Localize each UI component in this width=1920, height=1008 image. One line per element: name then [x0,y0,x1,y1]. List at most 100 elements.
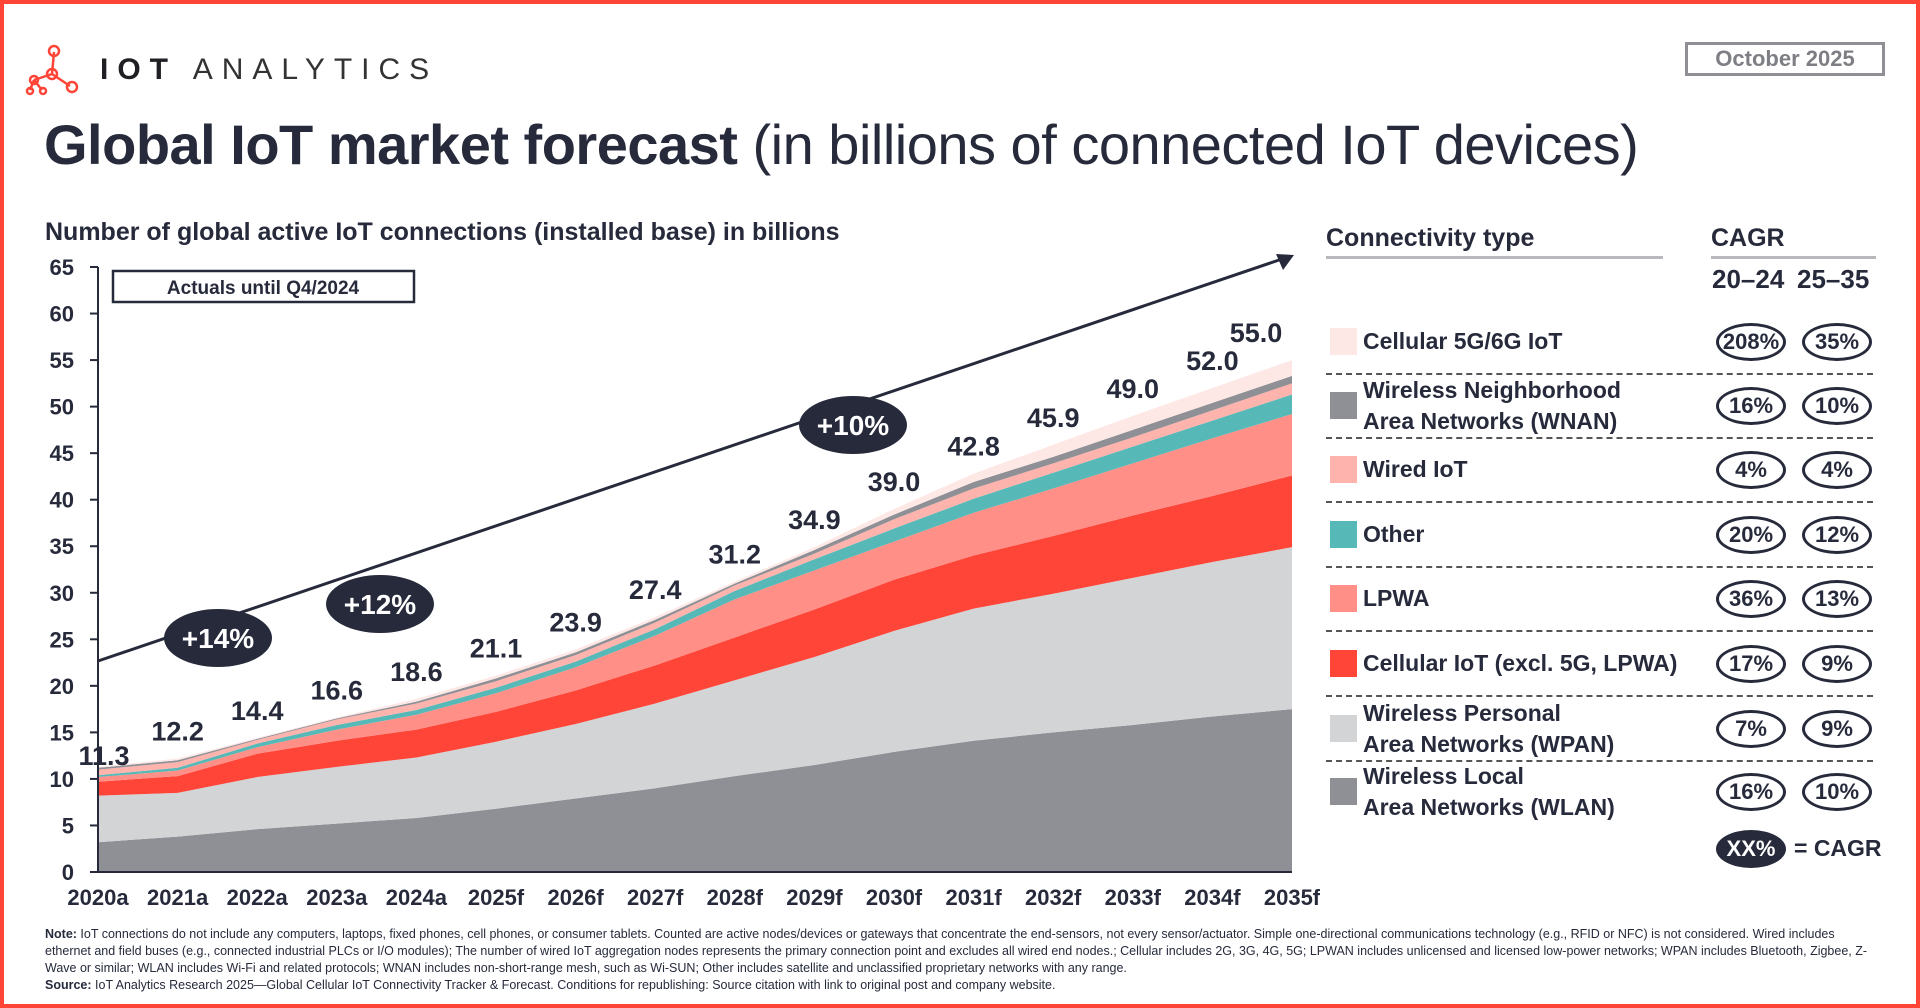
total-value-label: 31.2 [709,540,762,570]
actuals-box [111,269,416,304]
legend-divider [1326,373,1873,375]
cagr-2025-2035-pill: 13% [1802,580,1872,618]
trend-arrowhead-icon [1276,254,1294,270]
cagr-2020-2024-pill: 7% [1716,710,1786,748]
y-tick-label: 50 [50,395,74,420]
legend-divider [1326,695,1873,697]
total-value-label: 55.0 [1230,318,1283,348]
x-tick-label: 2029f [786,885,843,910]
legend-divider [1326,501,1873,503]
logo-wordmark: IOT ANALYTICS [100,53,438,87]
legend-label: LPWA [1363,585,1430,611]
total-value-label: 11.3 [78,741,129,771]
cagr-2025-2035-pill: 9% [1802,710,1872,748]
logo-light: ANALYTICS [192,53,439,86]
cagr-2025-2035-pill: 10% [1802,387,1872,425]
cagr-period-2025-2035: 25–35 [1797,264,1870,294]
growth-bubble-label: +12% [344,589,416,620]
title-bold: Global IoT market forecast [44,113,738,176]
legend-swatch [1330,392,1357,419]
cagr-2020-2024-pill: 16% [1716,387,1786,425]
legend-heading: Connectivity type [1326,224,1535,252]
cagr-2025-2035-pill: 10% [1802,773,1872,811]
legend-swatch [1330,521,1357,548]
x-tick-label: 2028f [707,885,764,910]
x-tick-label: 2026f [547,885,604,910]
total-value-label: 18.6 [390,657,443,687]
total-value-label: 14.4 [231,696,284,726]
cagr-heading: CAGR [1711,224,1785,252]
page-title: Global IoT market forecast (in billions … [44,112,1639,177]
x-tick-label: 2030f [866,885,923,910]
total-value-label: 27.4 [629,575,682,605]
x-tick-label: 2033f [1105,885,1162,910]
area-series-2 [98,475,1292,796]
legend-label: Cellular 5G/6G IoT [1363,328,1563,354]
cagr-2020-2024-pill: 4% [1716,451,1786,489]
growth-bubble [799,396,907,454]
note-text: IoT connections do not include any compu… [45,927,1868,975]
network-nodes-icon [25,44,79,96]
cagr-2020-2024-pill: 17% [1716,645,1786,683]
legend-label: Wireless Personal Area Networks (WPAN) [1363,700,1615,757]
legend-heading-rule [1326,256,1663,259]
legend-swatch [1330,715,1357,742]
y-tick-label: 20 [50,674,74,699]
cagr-2025-2035-pill: 35% [1802,323,1872,361]
growth-bubble [164,609,272,667]
legend-swatch [1330,456,1357,483]
growth-bubble [326,575,434,633]
total-value-label: 45.9 [1027,403,1080,433]
x-tick-label: 2027f [627,885,684,910]
total-value-label: 16.6 [311,675,364,705]
y-tick-label: 0 [62,860,74,885]
total-value-label: 52.0 [1186,346,1239,376]
total-value-label: 21.1 [470,634,523,664]
footnotes: Note: IoT connections do not include any… [45,926,1875,994]
y-tick-label: 45 [50,441,74,466]
x-tick-label: 2020a [67,885,129,910]
legend-item: Other 20% 12% [1326,503,1873,567]
legend-item: Wireless Local Area Networks (WLAN) 16% 10… [1326,760,1873,824]
legend-swatch [1330,778,1357,805]
legend-item: Wireless Personal Area Networks (WPAN) 7%… [1326,697,1873,761]
total-value-label: 23.9 [549,608,602,638]
x-tick-label: 2031f [945,885,1002,910]
cagr-2025-2035-pill: 12% [1802,516,1872,554]
actuals-box-label: Actuals until Q4/2024 [167,278,360,299]
trend-arrow-line [97,257,1283,663]
x-tick-label: 2035f [1264,885,1320,910]
legend-divider [1326,437,1873,439]
legend-label: Wireless Neighborhood Area Networks (WNA… [1363,377,1621,434]
cagr-2020-2024-pill: 36% [1716,580,1786,618]
cagr-period-2020-2024: 20–24 [1712,264,1785,294]
total-value-label: 39.0 [868,467,921,497]
y-tick-label: 25 [50,627,74,652]
source-paragraph: Source: IoT Analytics Research 2025—Glob… [45,977,1875,994]
source-label: Source: [45,978,92,992]
legend-swatch [1330,328,1357,355]
growth-bubble-label: +14% [182,623,254,654]
note-label: Note: [45,927,77,941]
y-tick-label: 30 [50,581,74,606]
y-tick-label: 35 [50,534,74,559]
legend-swatch [1330,585,1357,612]
legend-item: LPWA 36% 13% [1326,567,1873,631]
total-value-label: 12.2 [151,716,204,746]
area-series-1 [98,547,1292,843]
cagr-2020-2024-pill: 16% [1716,773,1786,811]
area-series-0 [98,709,1292,872]
y-tick-label: 5 [62,813,74,838]
cagr-2020-2024-pill: 20% [1716,516,1786,554]
y-tick-label: 10 [50,767,74,792]
cagr-key-pill: XX% [1716,830,1786,868]
legend-label: Wired IoT [1363,456,1468,482]
cagr-2025-2035-pill: 4% [1802,451,1872,489]
legend-divider [1326,630,1873,632]
y-tick-label: 60 [50,302,74,327]
total-value-label: 42.8 [947,432,1000,462]
x-tick-label: 2022a [227,885,289,910]
legend-label: Wireless Local Area Networks (WLAN) [1363,763,1615,820]
y-tick-label: 40 [50,488,74,513]
